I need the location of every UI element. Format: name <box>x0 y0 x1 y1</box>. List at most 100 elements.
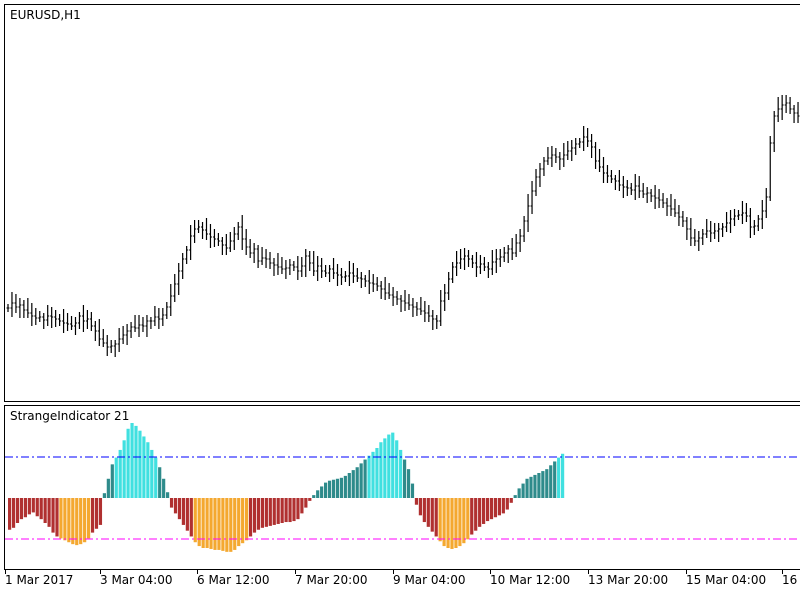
price-bar <box>197 220 201 233</box>
time-tick-label: 15 Mar 04:00 <box>686 573 767 587</box>
indicator-bar <box>276 498 280 524</box>
price-bar <box>558 152 562 170</box>
time-tick-label: 6 Mar 12:00 <box>197 573 270 587</box>
indicator-bar <box>114 457 118 498</box>
indicator-bar <box>39 498 43 520</box>
indicator-bar <box>63 498 67 541</box>
indicator-bar <box>320 486 324 498</box>
indicator-bar <box>367 455 371 498</box>
price-bar <box>633 174 637 200</box>
time-tick-mark <box>100 570 101 574</box>
indicator-bar <box>150 449 154 498</box>
indicator-bar <box>537 473 541 498</box>
price-bar <box>713 223 717 239</box>
price-bar <box>387 283 391 299</box>
price-bar <box>189 225 193 260</box>
price-bar <box>431 310 435 330</box>
indicator-bar <box>505 498 509 510</box>
price-chart[interactable] <box>5 5 800 403</box>
price-bar <box>649 189 653 202</box>
price-bar <box>46 305 50 326</box>
indicator-chart[interactable] <box>5 406 800 571</box>
time-tick-label: 9 Mar 04:00 <box>393 573 466 587</box>
time-tick-mark <box>782 570 783 574</box>
indicator-bar <box>418 498 422 516</box>
indicator-bar <box>509 498 513 503</box>
time-tick-mark <box>588 570 589 574</box>
time-tick-label: 10 Mar 12:00 <box>490 573 571 587</box>
indicator-bar <box>292 498 296 522</box>
time-tick-mark <box>295 570 296 574</box>
indicator-bar <box>98 498 103 525</box>
price-bar <box>379 281 383 299</box>
price-bar <box>510 238 514 260</box>
price-bar <box>272 258 276 276</box>
price-bar <box>717 223 721 242</box>
indicator-bar <box>102 493 106 498</box>
price-bar <box>50 307 54 328</box>
price-bar <box>157 308 161 329</box>
indicator-bar <box>335 478 340 498</box>
price-bar <box>70 316 74 330</box>
indicator-bar <box>308 498 312 501</box>
indicator-bar <box>458 498 462 547</box>
indicator-bar <box>134 425 138 498</box>
indicator-bar <box>422 498 426 523</box>
price-bar <box>506 245 510 263</box>
price-bar <box>697 231 701 251</box>
indicator-bar <box>493 498 498 518</box>
price-bar <box>177 263 181 295</box>
price-bar <box>467 250 471 267</box>
price-bar <box>363 275 367 287</box>
indicator-bar <box>51 498 55 533</box>
price-bar <box>22 300 26 318</box>
price-bar <box>486 262 490 278</box>
price-bar <box>316 256 320 281</box>
time-tick-label: 13 Mar 20:00 <box>588 573 669 587</box>
indicator-bar <box>248 498 253 537</box>
indicator-pane[interactable]: StrangeIndicator 21 <box>4 405 800 570</box>
indicator-bar <box>450 498 454 549</box>
price-bar <box>153 306 157 326</box>
price-bar <box>109 340 113 353</box>
main-chart-pane[interactable]: EURUSD,H1 <box>4 4 800 402</box>
price-bar <box>248 239 252 258</box>
price-bar <box>256 245 260 268</box>
price-bar <box>705 219 709 238</box>
price-bar <box>605 165 609 183</box>
indicator-bar <box>312 495 316 498</box>
price-bar <box>423 301 427 322</box>
price-bar <box>58 314 62 326</box>
price-bar <box>165 302 169 319</box>
price-bar <box>582 126 586 151</box>
indicator-bar <box>462 498 466 544</box>
price-bar <box>546 147 550 165</box>
price-bar <box>18 298 22 318</box>
price-bar <box>621 176 625 198</box>
price-bar <box>34 308 38 325</box>
indicator-bar <box>67 498 71 543</box>
price-bar <box>744 203 748 222</box>
indicator-bar <box>497 498 501 516</box>
price-bar <box>435 315 439 329</box>
indicator-bar <box>561 453 565 498</box>
indicator-bar <box>485 498 490 522</box>
indicator-bar <box>217 498 221 550</box>
indicator-bar <box>19 498 24 520</box>
price-bar <box>733 209 737 226</box>
indicator-bar <box>359 463 363 498</box>
price-bar <box>6 304 10 312</box>
price-bar <box>145 315 149 337</box>
price-bar <box>490 250 494 275</box>
price-bar <box>399 295 403 312</box>
indicator-bar <box>173 498 178 514</box>
price-bar <box>260 247 264 265</box>
indicator-bar <box>466 498 470 540</box>
indicator-bar <box>316 490 320 498</box>
indicator-bar <box>122 440 126 498</box>
price-bar <box>81 305 85 332</box>
indicator-bar <box>118 449 122 498</box>
price-bar <box>332 258 336 279</box>
time-tick-mark <box>686 570 687 574</box>
price-bar <box>383 277 387 300</box>
